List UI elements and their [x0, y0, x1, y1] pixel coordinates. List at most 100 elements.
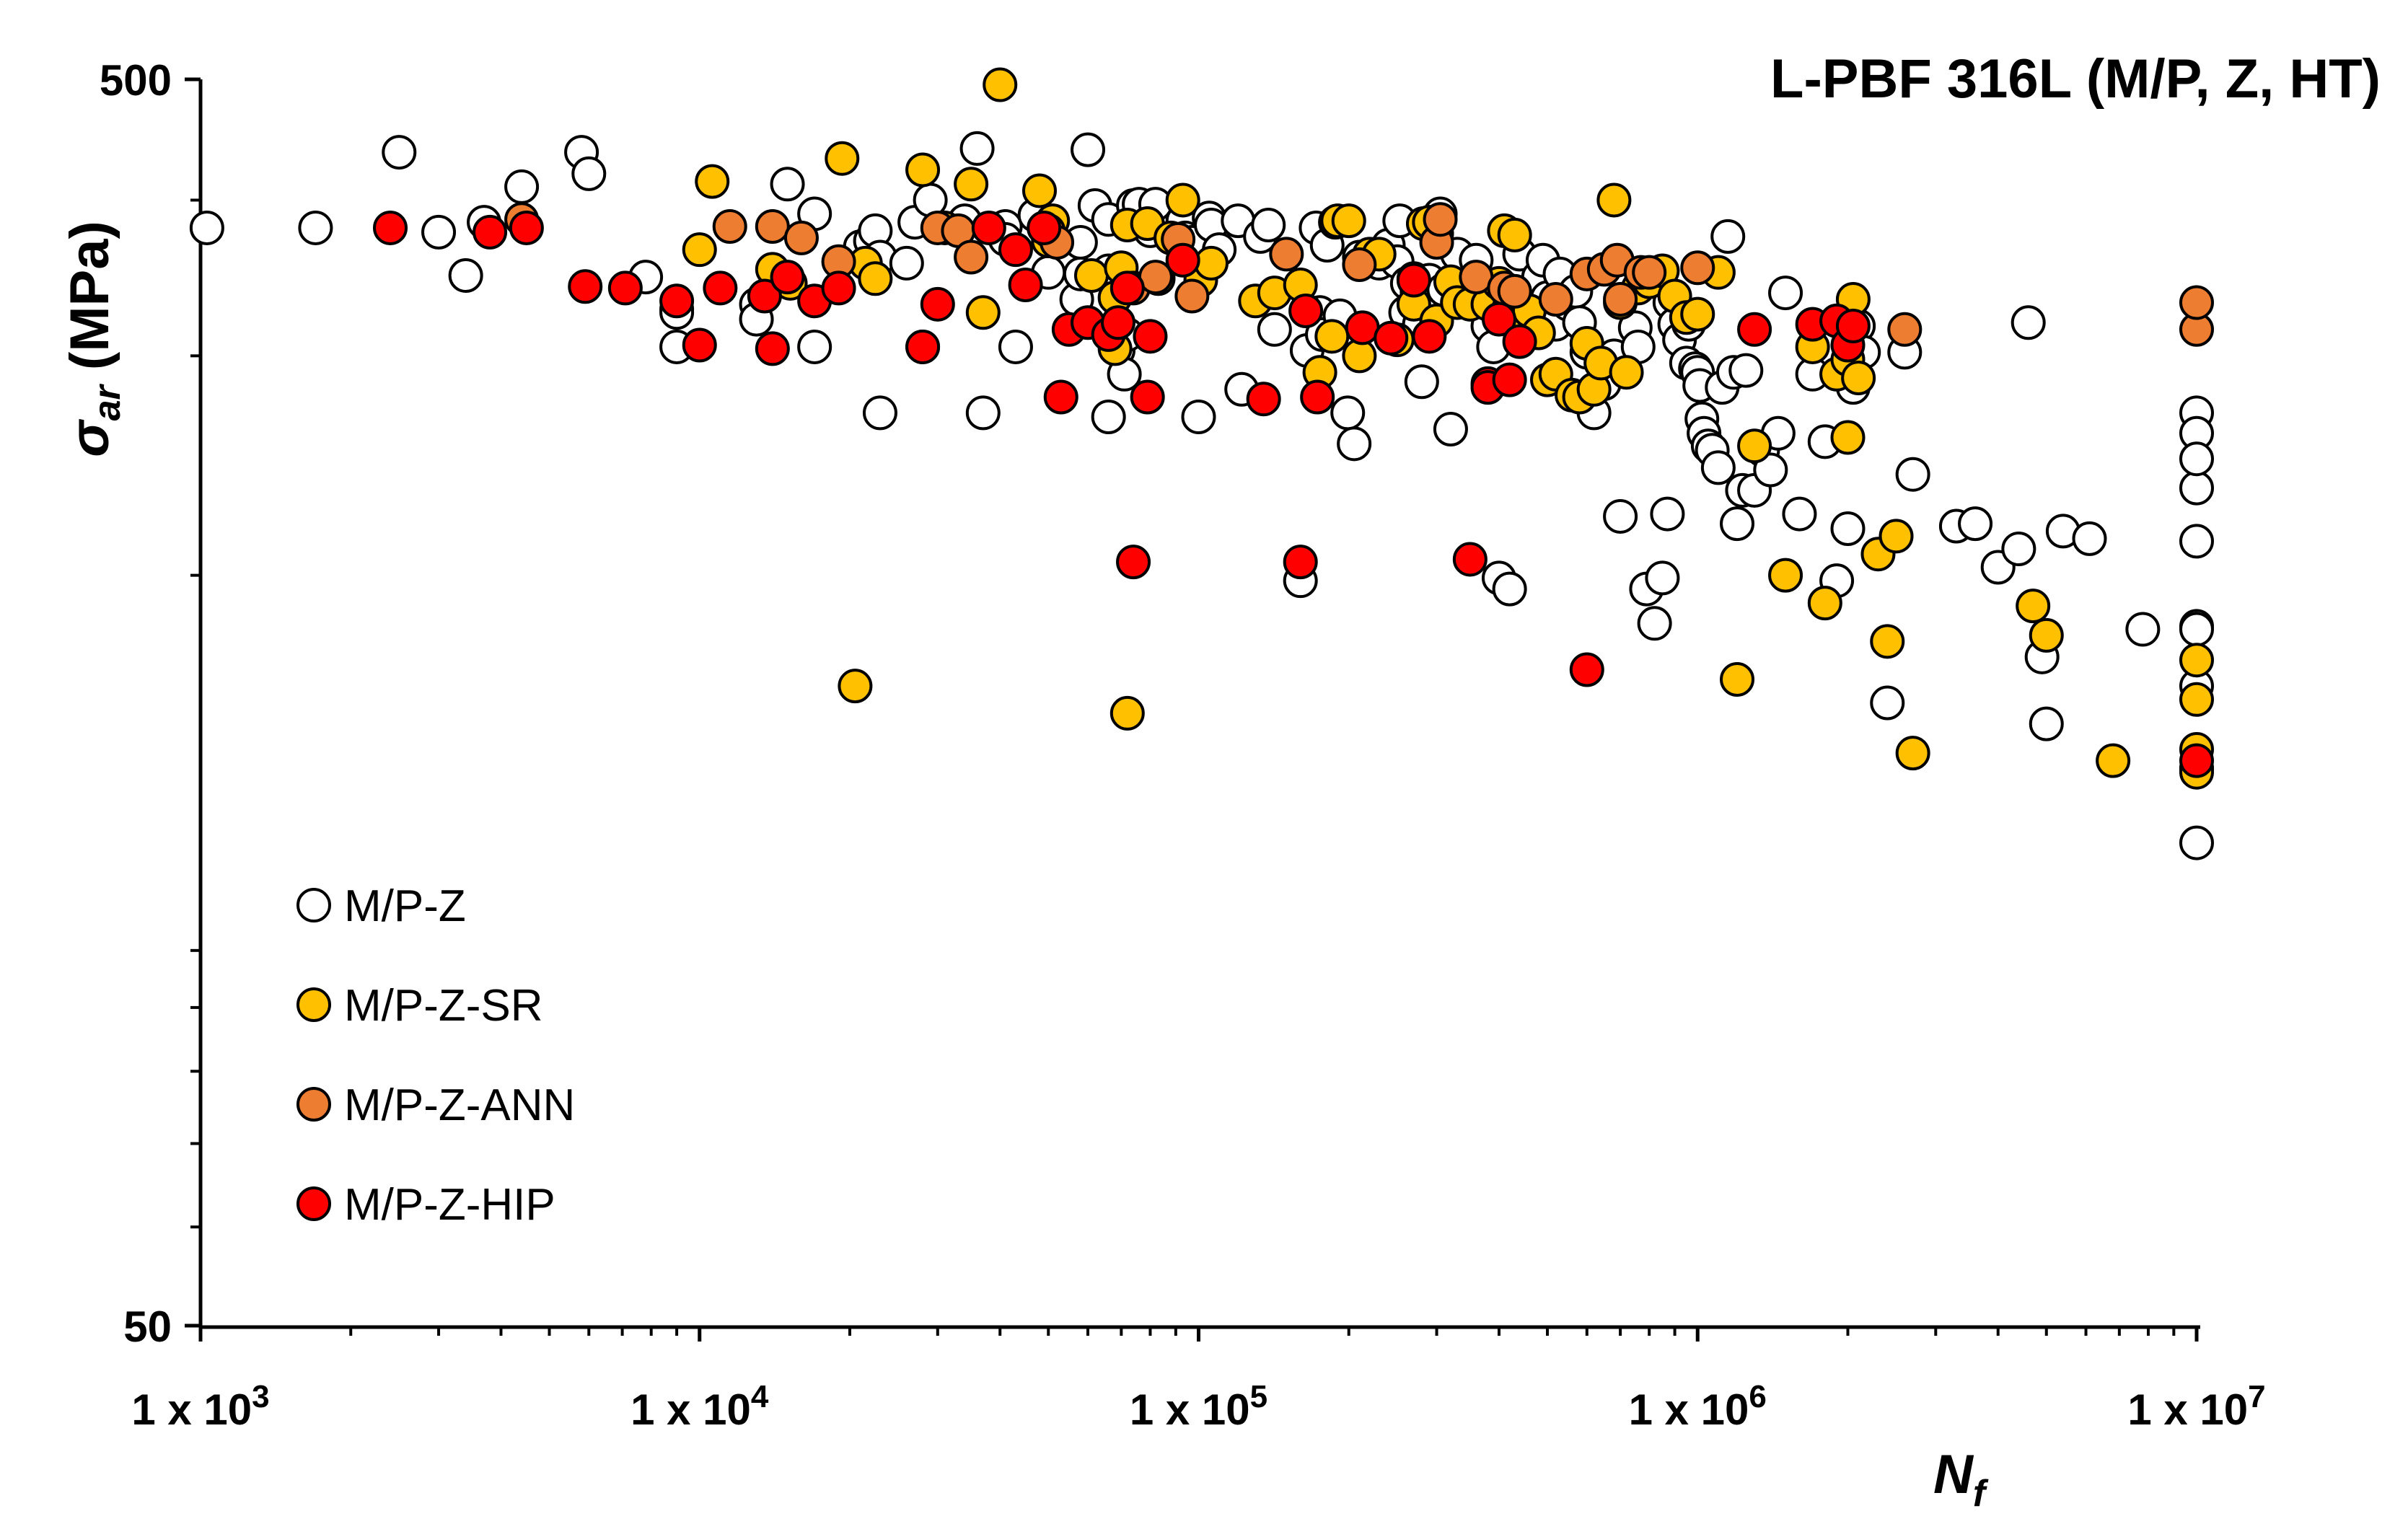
data-point: [1043, 379, 1078, 415]
x-tick-label: 1 x 107: [2127, 1379, 2265, 1434]
x-axis-label-sub: f: [1973, 1473, 1989, 1515]
data-point: [1737, 428, 1772, 464]
data-point: [1603, 282, 1638, 317]
data-point: [858, 261, 893, 296]
data-point: [1768, 276, 1803, 311]
data-point: [1109, 270, 1145, 306]
data-point: [825, 141, 860, 176]
data-point: [1288, 293, 1324, 328]
data-point: [659, 283, 695, 319]
data-point: [1181, 400, 1216, 435]
data-point: [421, 214, 457, 250]
data-point: [983, 67, 1018, 102]
legend-label: M/P-Z-ANN: [344, 1080, 575, 1130]
data-point: [838, 669, 873, 704]
data-point: [1728, 353, 1764, 388]
y-ticks: 500 50: [100, 56, 201, 1351]
data-point: [1165, 242, 1200, 278]
data-point: [971, 210, 1006, 245]
data-point: [747, 278, 782, 314]
legend-marker: [296, 1087, 331, 1122]
data-point: [2179, 825, 2214, 860]
data-point: [1165, 182, 1200, 218]
series-M/P-Z-HIP: [373, 210, 2214, 778]
data-point: [1870, 685, 1905, 721]
data-point: [1269, 237, 1304, 272]
data-point: [1452, 542, 1488, 577]
data-point: [373, 210, 408, 245]
data-point: [1412, 319, 1447, 354]
data-point: [1101, 305, 1136, 340]
data-point: [1133, 319, 1168, 354]
legend-item: M/P-Z-HIP: [296, 1180, 555, 1230]
data-point: [695, 164, 730, 199]
y-axis-label-symbol: σ: [59, 419, 120, 457]
data-point: [1314, 319, 1350, 354]
data-point: [2001, 532, 2036, 567]
data-point: [1753, 452, 1788, 488]
data-point: [1700, 450, 1736, 485]
data-point: [1835, 308, 1871, 343]
data-point: [1710, 219, 1746, 254]
data-point: [1680, 250, 1715, 286]
data-point: [1737, 312, 1772, 347]
data-point: [1423, 202, 1458, 237]
data-point: [1300, 379, 1335, 415]
data-point: [965, 395, 1001, 431]
data-point: [1497, 273, 1532, 309]
data-point: [2029, 617, 2064, 653]
data-point: [1027, 210, 1062, 245]
data-point: [905, 152, 941, 188]
data-point: [770, 260, 805, 295]
data-point: [1404, 364, 1439, 400]
x-ticks: 1 x 103 1 x 104 1 x 105 1 x 106 1 x 107: [131, 1326, 2266, 1434]
data-point: [1632, 255, 1667, 290]
data-point: [2096, 743, 2131, 778]
data-point: [1720, 662, 1755, 697]
data-point: [1830, 420, 1866, 455]
data-point: [1807, 586, 1842, 621]
legend-marker: [296, 1186, 331, 1221]
data-point: [905, 329, 941, 364]
data-point: [2179, 643, 2214, 678]
data-point: [1841, 360, 1876, 395]
data-point: [1538, 282, 1573, 317]
data-point: [2179, 743, 2214, 778]
data-point: [1492, 571, 1527, 607]
data-point: [1283, 545, 1318, 580]
data-point: [2011, 305, 2046, 340]
data-point: [959, 131, 995, 166]
data-point: [1130, 379, 1165, 415]
data-point: [1609, 355, 1644, 390]
data-point: [682, 232, 717, 268]
data-point: [2072, 521, 2107, 556]
data-point: [1246, 382, 1281, 417]
data-point: [770, 167, 805, 202]
data-point: [821, 270, 856, 306]
data-point: [1342, 247, 1377, 283]
x-axis-label-main: N: [1933, 1444, 1974, 1505]
data-point: [1331, 203, 1366, 239]
y-axis-label: σar (MPa): [59, 221, 128, 457]
data-point: [965, 295, 1001, 330]
data-points: [189, 67, 2214, 860]
data-point: [755, 331, 790, 366]
legend-marker: [296, 888, 331, 922]
data-point: [920, 286, 955, 322]
data-point: [2179, 285, 2214, 320]
data-point: [509, 210, 544, 245]
data-point: [1021, 173, 1057, 208]
y-axis-label-sub: ar: [87, 383, 128, 420]
data-point: [1497, 217, 1532, 252]
data-point: [703, 270, 738, 306]
legend-item: M/P-Z: [296, 881, 466, 931]
data-point: [1782, 496, 1817, 532]
data-point: [448, 257, 483, 293]
data-point: [954, 239, 989, 275]
data-point: [2125, 612, 2161, 647]
data-point: [2179, 441, 2214, 477]
data-point: [1194, 245, 1229, 281]
data-point: [1174, 278, 1210, 314]
x-tick-label: 1 x 105: [1130, 1379, 1267, 1434]
data-point: [607, 270, 643, 306]
